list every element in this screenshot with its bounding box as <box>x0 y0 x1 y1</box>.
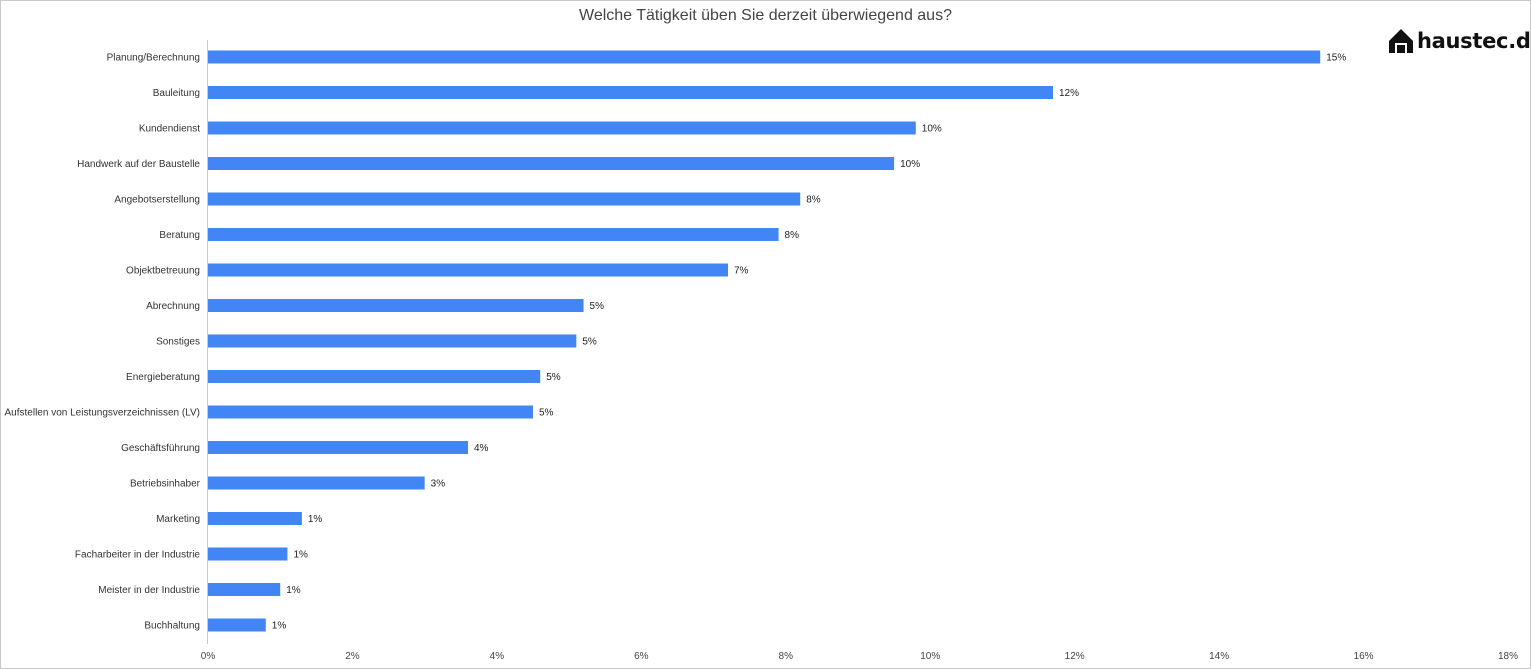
x-tick-label: 18% <box>1498 651 1518 662</box>
bar <box>208 441 468 454</box>
data-label: 1% <box>293 550 308 561</box>
category-label: Beratung <box>159 230 200 241</box>
data-label: 5% <box>582 337 597 348</box>
data-label: 10% <box>900 159 920 170</box>
bar <box>208 299 584 312</box>
category-label: Meister in der Industrie <box>98 585 200 596</box>
bar <box>208 157 895 170</box>
x-tick-label: 14% <box>1209 651 1229 662</box>
data-label: 12% <box>1059 88 1079 99</box>
data-label: 10% <box>922 124 942 135</box>
x-tick-label: 2% <box>345 651 360 662</box>
data-label: 5% <box>590 301 605 312</box>
category-label: Planung/Berechnung <box>107 53 200 64</box>
bar <box>208 512 302 525</box>
category-label: Betriebsinhaber <box>130 479 201 490</box>
category-label: Energieberatung <box>126 372 200 383</box>
x-tick-label: 12% <box>1065 651 1085 662</box>
category-label: Buchhaltung <box>144 621 200 632</box>
data-label: 8% <box>806 195 821 206</box>
bar <box>208 86 1053 99</box>
data-label: 8% <box>785 230 800 241</box>
data-label: 1% <box>308 514 323 525</box>
bar <box>208 405 533 419</box>
category-label: Kundendienst <box>139 124 200 135</box>
x-tick-label: 8% <box>779 651 794 662</box>
bar <box>208 50 1321 64</box>
data-label: 5% <box>546 372 561 383</box>
bar <box>208 618 266 632</box>
data-label: 15% <box>1326 53 1346 64</box>
bar <box>208 476 425 490</box>
category-label: Marketing <box>156 514 200 525</box>
data-label: 1% <box>286 585 301 596</box>
category-label: Handwerk auf der Baustelle <box>77 159 200 170</box>
data-label: 5% <box>539 408 554 419</box>
bar <box>208 121 916 135</box>
data-label: 1% <box>272 621 287 632</box>
bar <box>208 192 801 206</box>
chart-title: Welche Tätigkeit üben Sie derzeit überwi… <box>579 7 952 24</box>
category-label: Facharbeiter in der Industrie <box>75 550 201 561</box>
x-tick-label: 16% <box>1354 651 1374 662</box>
category-label: Aufstellen von Leistungsverzeichnissen (… <box>5 408 200 419</box>
x-tick-label: 4% <box>490 651 505 662</box>
bar <box>208 263 728 277</box>
category-label: Abrechnung <box>146 301 200 312</box>
bar <box>208 228 779 241</box>
category-label: Geschäftsführung <box>121 443 200 454</box>
bar <box>208 370 541 383</box>
data-label: 7% <box>734 266 749 277</box>
category-label: Objektbetreuung <box>126 266 200 277</box>
category-label: Bauleitung <box>153 88 200 99</box>
logo-text: haustec.de <box>1417 29 1531 53</box>
category-label: Sonstiges <box>156 337 200 348</box>
x-tick-label: 0% <box>201 651 216 662</box>
x-tick-label: 10% <box>920 651 940 662</box>
bar <box>208 547 288 561</box>
category-label: Angebotserstellung <box>114 195 200 206</box>
bar <box>208 334 577 348</box>
x-tick-label: 6% <box>634 651 649 662</box>
bar <box>208 583 281 596</box>
data-label: 3% <box>431 479 446 490</box>
data-label: 4% <box>474 443 489 454</box>
house-icon <box>1389 29 1413 53</box>
haustec-logo: haustec.de <box>1388 28 1531 54</box>
